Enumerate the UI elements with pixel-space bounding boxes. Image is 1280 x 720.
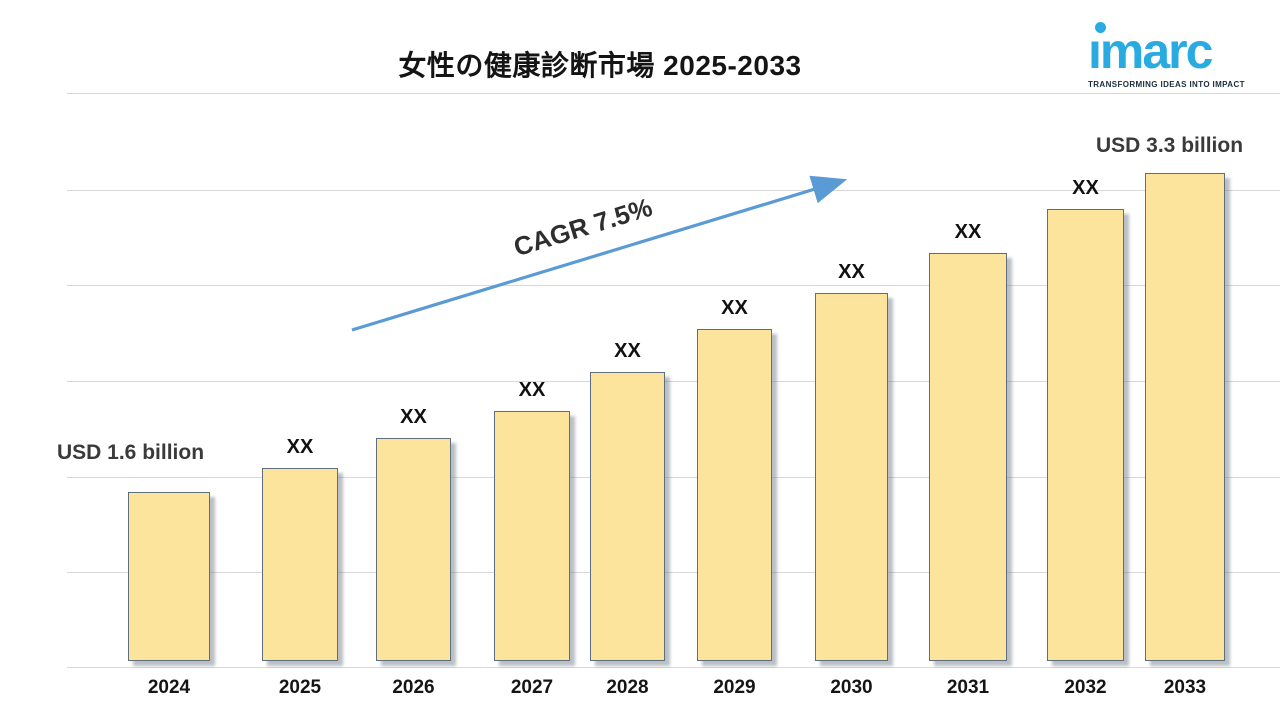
value-label-2025: XX: [286, 436, 314, 458]
x-axis-label-2032: 2032: [1064, 677, 1107, 698]
bar-2027: [494, 411, 570, 661]
x-axis-label-2024: 2024: [147, 677, 191, 698]
bar-2030: [815, 293, 888, 661]
value-label-2028: XX: [614, 340, 641, 362]
bar-2029: [697, 329, 772, 661]
bar-2031: [929, 253, 1007, 661]
x-axis-label-2025: 2025: [278, 677, 322, 698]
gridline: [67, 285, 1280, 286]
imarc-logo-dot-icon: [1095, 22, 1106, 33]
imarc-logo: ımarc TRANSFORMING IDEAS INTO IMPACT: [1088, 16, 1264, 89]
gridline: [67, 572, 1280, 573]
value-label-2031: XX: [954, 221, 982, 243]
bar-2032: [1047, 209, 1124, 661]
value-label-2027: XX: [518, 379, 546, 401]
gridline: [67, 477, 1280, 478]
bar-2026: [376, 438, 451, 661]
page-title: 女性の健康診断市場 2025-2033: [398, 50, 802, 81]
x-axis-label-2030: 2030: [830, 677, 873, 698]
gridline: [67, 190, 1280, 191]
value-label-2029: XX: [721, 297, 748, 319]
cagr-trend-arrow-icon: [351, 175, 848, 332]
bar-2025: [262, 468, 338, 661]
imarc-logo-wordmark: ımarc: [1088, 23, 1213, 79]
bar-2024: [128, 492, 210, 661]
end-value-label: USD 3.3 billion: [1096, 134, 1244, 157]
x-axis-label-2031: 2031: [946, 677, 990, 698]
value-label-2032: XX: [1072, 177, 1099, 199]
x-axis-label-2026: 2026: [392, 677, 435, 698]
imarc-logo-tagline: TRANSFORMING IDEAS INTO IMPACT: [1088, 79, 1245, 89]
bar-2028: [590, 372, 665, 661]
value-label-2026: XX: [400, 406, 427, 428]
x-axis-label-2027: 2027: [510, 677, 554, 698]
start-value-label: USD 1.6 billion: [57, 441, 205, 464]
gridline: [67, 381, 1280, 382]
gridline: [67, 667, 1280, 668]
x-axis-label-2029: 2029: [713, 677, 756, 698]
x-axis-label-2028: 2028: [606, 677, 649, 698]
x-axis-label-2033: 2033: [1163, 677, 1207, 698]
gridline: [67, 93, 1280, 94]
bar-2033: [1145, 173, 1225, 661]
value-label-2030: XX: [838, 261, 865, 283]
